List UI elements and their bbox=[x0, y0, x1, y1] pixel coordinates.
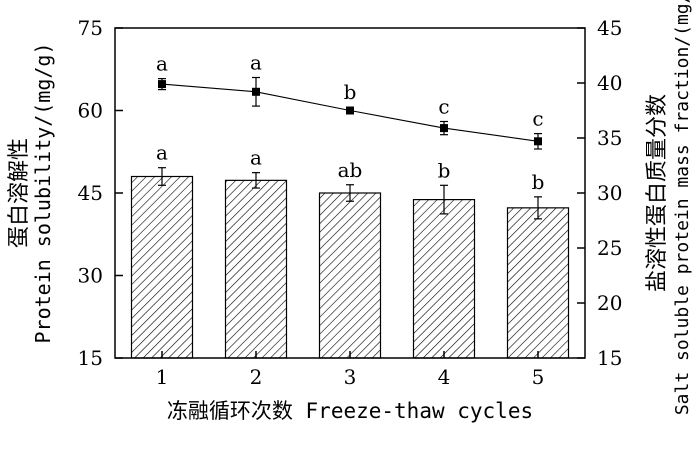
left-axis-label: 蛋白溶解性 Protein solubility/(mg/g) bbox=[7, 42, 55, 343]
left-tick-label: 60 bbox=[78, 99, 103, 123]
bar-2 bbox=[224, 179, 288, 359]
right-tick-label: 25 bbox=[597, 236, 622, 260]
right-tick-label: 30 bbox=[597, 181, 622, 205]
x-axis-label: 冻融循环次数 Freeze-thaw cycles bbox=[167, 399, 533, 423]
right-tick-label: 15 bbox=[597, 346, 622, 370]
x-tick-label: 5 bbox=[532, 365, 545, 389]
line-significance-label: a bbox=[156, 52, 168, 76]
line-series: a a b c c bbox=[156, 51, 544, 150]
bar-4 bbox=[412, 199, 476, 359]
left-tick-label: 30 bbox=[78, 264, 103, 288]
bar-5 bbox=[506, 207, 570, 359]
x-tick-label: 1 bbox=[156, 365, 169, 389]
line-point-5 bbox=[534, 137, 542, 146]
bar-3 bbox=[318, 192, 382, 359]
left-axis-label-en: Protein solubility/(mg/g) bbox=[31, 42, 55, 343]
bar-significance-label: a bbox=[156, 141, 168, 165]
right-axis-label-en: Salt soluble protein mass fraction/(mg/g… bbox=[672, 0, 693, 415]
x-tick-label: 4 bbox=[438, 365, 451, 389]
line-point-3 bbox=[346, 106, 354, 115]
left-axis-label-cn: 蛋白溶解性 bbox=[7, 138, 32, 248]
bar-significance-label: b bbox=[532, 170, 545, 194]
bar-significance-label: a bbox=[250, 146, 262, 170]
line-significance-label: c bbox=[438, 95, 449, 119]
right-tick-label: 20 bbox=[597, 291, 622, 315]
left-tick-label: 15 bbox=[78, 346, 103, 370]
x-axis: 1 2 3 4 5 bbox=[156, 351, 545, 389]
left-tick-label: 75 bbox=[78, 16, 103, 40]
right-tick-label: 45 bbox=[597, 16, 622, 40]
x-tick-label: 2 bbox=[250, 365, 263, 389]
x-tick-label: 3 bbox=[344, 365, 357, 389]
bar-1 bbox=[130, 175, 194, 359]
line-significance-label: a bbox=[250, 51, 262, 75]
right-axis: 15 20 25 30 35 40 45 bbox=[577, 16, 622, 370]
bar-series: a a ab b b bbox=[130, 141, 570, 359]
bar-significance-label: ab bbox=[338, 158, 363, 182]
bar-significance-label: b bbox=[438, 158, 451, 182]
right-tick-label: 35 bbox=[597, 126, 622, 150]
line-point-2 bbox=[252, 87, 260, 96]
left-axis: 15 30 45 60 75 bbox=[78, 16, 123, 370]
line-point-4 bbox=[440, 124, 448, 133]
line-point-1 bbox=[158, 80, 166, 89]
right-axis-label: 盐溶性蛋白质量分数 Salt soluble protein mass frac… bbox=[645, 0, 693, 415]
right-tick-label: 40 bbox=[597, 71, 622, 95]
left-tick-label: 45 bbox=[78, 181, 103, 205]
right-axis-label-cn: 盐溶性蛋白质量分数 bbox=[645, 94, 670, 292]
line-significance-label: b bbox=[344, 80, 357, 104]
line-significance-label: c bbox=[532, 107, 543, 131]
